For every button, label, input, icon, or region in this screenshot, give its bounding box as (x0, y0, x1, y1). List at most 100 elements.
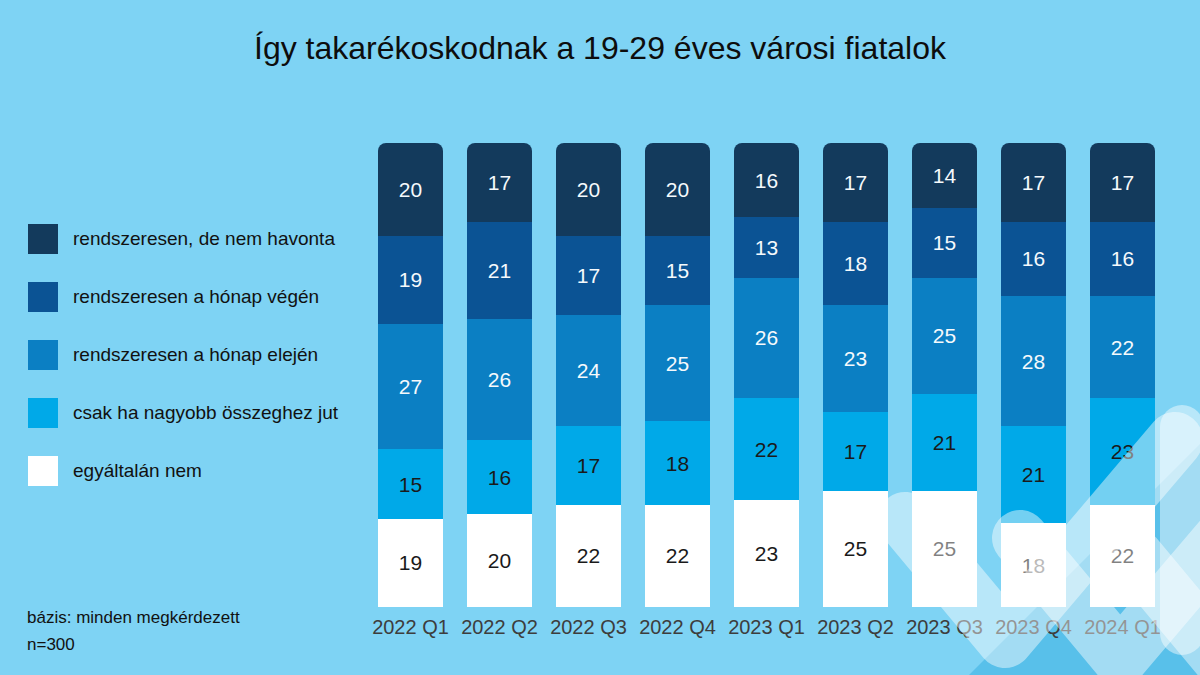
legend-label: egyáltalán nem (73, 460, 202, 482)
bar-segment: 15 (378, 449, 443, 519)
x-axis-label: 2022 Q4 (632, 616, 723, 639)
bar-segment-value: 17 (844, 441, 867, 462)
legend-item-2: rendszeresen a hónap elején (28, 340, 338, 370)
bar-segment: 20 (467, 514, 532, 607)
bar-segment-value: 15 (933, 232, 956, 253)
bar-segment-value: 22 (666, 545, 689, 566)
bar-segment-value: 21 (933, 432, 956, 453)
bar-segment: 20 (378, 143, 443, 236)
bar-segment-value: 22 (1111, 545, 1134, 566)
bar-segment: 18 (1001, 523, 1066, 607)
bar-segment: 15 (912, 208, 977, 278)
legend-swatch (28, 340, 58, 370)
bar-segment: 13 (734, 217, 799, 277)
bar-segment-value: 20 (577, 179, 600, 200)
bar-segment-value: 16 (755, 170, 778, 191)
bar-segment-value: 15 (666, 260, 689, 281)
bar-segment: 18 (645, 421, 710, 505)
x-axis-label: 2022 Q2 (454, 616, 545, 639)
bar-segment-value: 17 (844, 172, 867, 193)
stacked-bar: 1716282118 (1001, 143, 1066, 607)
bar-segment: 16 (1090, 222, 1155, 296)
bar-segment: 26 (734, 278, 799, 399)
bar-segment-value: 22 (577, 545, 600, 566)
legend-item-4: egyáltalán nem (28, 456, 338, 486)
legend-item-3: csak ha nagyobb összeghez jut (28, 398, 338, 428)
legend-label: csak ha nagyobb összeghez jut (73, 402, 338, 424)
bar-segment: 17 (1001, 143, 1066, 222)
bar-column: 17162821182023 Q4 (1001, 143, 1066, 639)
bar-segment: 23 (1090, 398, 1155, 505)
bar-segment: 24 (556, 315, 621, 426)
bar-segment-value: 26 (755, 327, 778, 348)
bar-segment-value: 18 (666, 453, 689, 474)
bar-segment: 25 (912, 278, 977, 394)
bar-segment-value: 20 (399, 179, 422, 200)
bar-segment-value: 19 (399, 552, 422, 573)
stacked-bar: 1721 26 1620 (467, 143, 532, 607)
bar-segment: 17 (823, 143, 888, 222)
bar-segment: 27 (378, 324, 443, 449)
bar-segment: 22 (1090, 296, 1155, 398)
x-axis-label: 2022 Q1 (365, 616, 456, 639)
bar-segment: 25 (912, 491, 977, 607)
bar-segment: 19 (378, 519, 443, 607)
bar-segment-value: 17 (1022, 172, 1045, 193)
bar-segment: 23 (734, 500, 799, 607)
footer-note: bázis: minden megkérdezett n=300 (27, 604, 240, 658)
legend: rendszeresen, de nem havonta rendszeresen… (28, 224, 338, 514)
bar-column: 14152521252023 Q3 (912, 143, 977, 639)
x-axis-label: 2022 Q3 (543, 616, 634, 639)
bar-column: 20152518222022 Q4 (645, 143, 710, 639)
bar-segment-value: 16 (1022, 248, 1045, 269)
bar-segment-value: 23 (844, 348, 867, 369)
bar-segment: 17 (467, 143, 532, 222)
chart-title: Így takarékoskodnak a 19-29 éves városi … (0, 30, 1200, 67)
bar-segment-value: 25 (666, 353, 689, 374)
bar-segment: 17 (1090, 143, 1155, 222)
bar-segment-value: 18 (844, 253, 867, 274)
bar-column: 17212616202022 Q2 (467, 143, 532, 639)
bar-segment-value: 25 (844, 538, 867, 559)
stacked-bar: 16 13 26 22 23 (734, 143, 799, 607)
bar-segment-value: 23 (755, 543, 778, 564)
legend-swatch (28, 224, 58, 254)
bar-segment: 17 (556, 426, 621, 505)
x-axis-label: 2023 Q3 (899, 616, 990, 639)
bar-segment: 16 (467, 440, 532, 514)
bar-segment: 21 (912, 394, 977, 491)
bar-segment-value: 16 (1111, 248, 1134, 269)
stacked-bar: 20 17 24 17 22 (556, 143, 621, 607)
x-axis-label: 2023 Q2 (810, 616, 901, 639)
bar-segment: 18 (823, 222, 888, 306)
bar-segment-value: 26 (488, 369, 511, 390)
bar-segment-value: 27 (399, 376, 422, 397)
footer-base-line: bázis: minden megkérdezett (27, 604, 240, 631)
stacked-bar: 1415252125 (912, 143, 977, 607)
bar-segment-value: 24 (577, 360, 600, 381)
slide: Így takarékoskodnak a 19-29 éves városi … (0, 0, 1200, 675)
bar-segment-value: 25 (933, 325, 956, 346)
legend-item-1: rendszeresen a hónap végén (28, 282, 338, 312)
bar-segment-value: 15 (399, 474, 422, 495)
bar-segment-value: 17 (577, 455, 600, 476)
bar-segment: 22 (734, 398, 799, 500)
bar-segment-value: 25 (933, 538, 956, 559)
x-axis-label: 2024 Q1 (1077, 616, 1168, 639)
bar-column: 20172417222022 Q3 (556, 143, 621, 639)
bar-segment: 21 (467, 222, 532, 319)
bar-column: 16132622232023 Q1 (734, 143, 799, 639)
stacked-bar: 20 19 27 15 19 (378, 143, 443, 607)
bar-segment: 17 (823, 412, 888, 491)
bar-segment: 17 (556, 236, 621, 315)
stacked-bar: 17 18 23 17 25 (823, 143, 888, 607)
legend-label: rendszeresen, de nem havonta (73, 228, 335, 250)
bar-column: 17182317252023 Q2 (823, 143, 888, 639)
bar-segment-value: 18 (1022, 555, 1045, 576)
legend-label: rendszeresen a hónap végén (73, 286, 319, 308)
x-axis-label: 2023 Q4 (988, 616, 1079, 639)
bar-segment: 28 (1001, 296, 1066, 426)
bar-segment: 22 (645, 505, 710, 607)
legend-swatch (28, 282, 58, 312)
bar-segment-value: 19 (399, 269, 422, 290)
